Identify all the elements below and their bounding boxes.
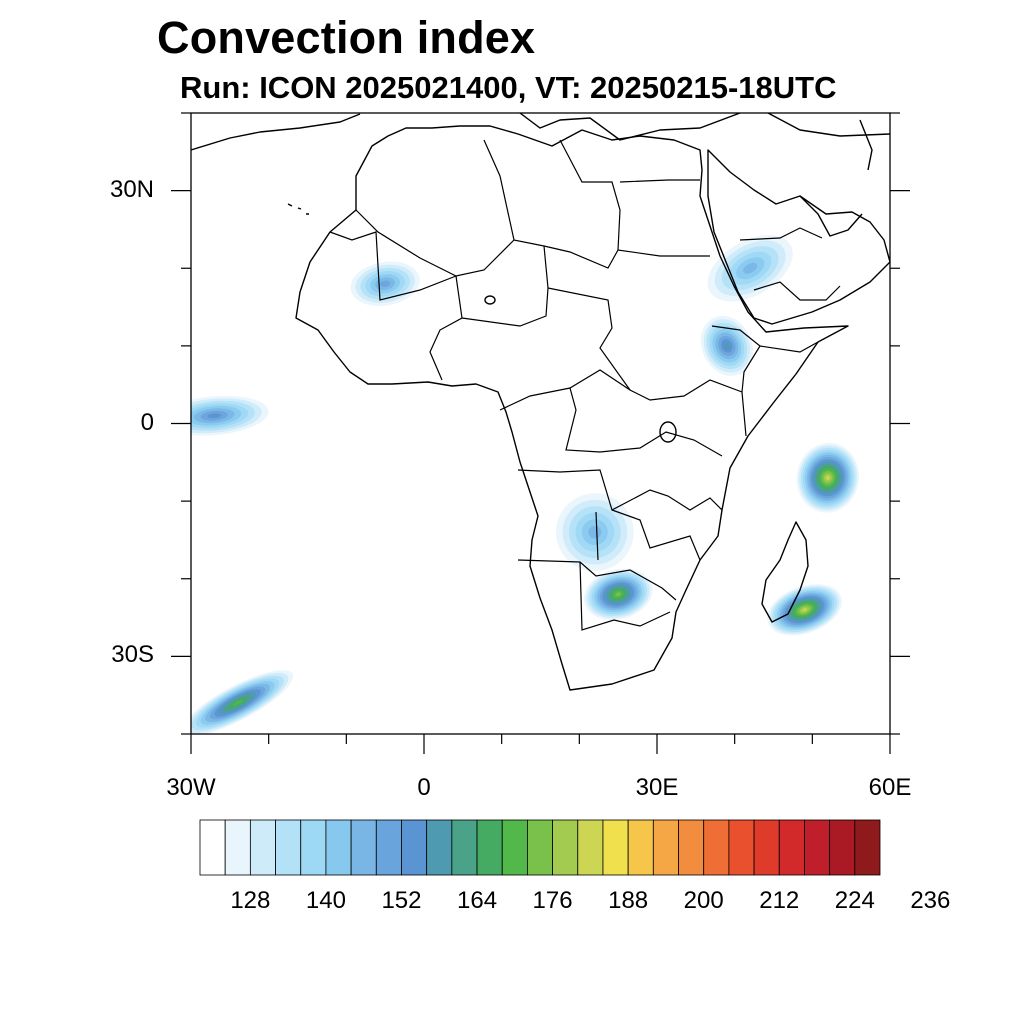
colorbar-swatch bbox=[577, 819, 604, 876]
chart-subtitle: Run: ICON 2025021400, VT: 20250215-18UTC bbox=[180, 70, 837, 105]
convection-cell bbox=[724, 342, 730, 350]
colorbar-swatch bbox=[703, 819, 730, 876]
convection-cell bbox=[232, 700, 243, 706]
colorbar-swatch bbox=[325, 819, 352, 876]
border-line bbox=[483, 139, 700, 251]
border-line bbox=[517, 559, 677, 631]
y-tick-label: 0 bbox=[140, 408, 154, 436]
convection-cell bbox=[802, 608, 808, 612]
lake-chad bbox=[484, 295, 496, 305]
colorbar-swatch bbox=[350, 819, 377, 876]
border-line bbox=[739, 227, 823, 241]
colorbar-swatch bbox=[652, 819, 679, 876]
colorbar-tick-label: 188 bbox=[608, 887, 649, 914]
colorbar-swatch bbox=[829, 819, 856, 876]
border-line bbox=[517, 469, 701, 561]
y-tick-label: 30S bbox=[111, 641, 154, 669]
madagascar-coastline bbox=[761, 521, 809, 623]
colorbar-swatch bbox=[552, 819, 579, 876]
convection-cell bbox=[743, 262, 758, 274]
colorbar-tick-label: 236 bbox=[910, 887, 951, 914]
convection-cell bbox=[588, 525, 602, 539]
colorbar-tick-label: 164 bbox=[457, 887, 498, 914]
border-line bbox=[355, 209, 710, 277]
canary-islands bbox=[287, 203, 309, 215]
colorbar-swatch bbox=[527, 819, 553, 876]
colorbar-swatch bbox=[401, 819, 428, 876]
country-borders bbox=[329, 139, 841, 631]
colorbar-tick-label: 200 bbox=[683, 887, 724, 914]
colorbar-swatch bbox=[275, 819, 302, 876]
colorbar-tick-label: 140 bbox=[305, 887, 346, 914]
axis-ticks bbox=[171, 112, 910, 754]
colorbar-swatch bbox=[249, 819, 276, 876]
border-line bbox=[499, 369, 723, 457]
plot-frame bbox=[190, 112, 891, 735]
arabia-coastline bbox=[707, 149, 890, 325]
colorbar-swatch bbox=[451, 819, 478, 876]
europe-coastline bbox=[191, 113, 890, 151]
border-line bbox=[753, 281, 841, 301]
colorbar-swatch bbox=[627, 819, 654, 876]
colorbar-swatch bbox=[224, 819, 251, 876]
convection-field bbox=[191, 235, 860, 734]
x-tick-label: 30E bbox=[635, 774, 679, 801]
border-line bbox=[329, 231, 457, 301]
x-tick-label: 30W bbox=[166, 774, 216, 801]
chart-title: Convection index bbox=[157, 12, 536, 63]
colorbar-swatch bbox=[300, 819, 327, 876]
x-tick-label: 60E bbox=[868, 774, 912, 801]
border-line bbox=[711, 325, 761, 437]
convection-cell bbox=[207, 413, 222, 419]
colorbar-tick-label: 152 bbox=[381, 887, 422, 914]
colorbar bbox=[199, 819, 881, 876]
convection-cell bbox=[825, 475, 830, 481]
colorbar-tick-label: 224 bbox=[834, 887, 875, 914]
convection-cell bbox=[380, 280, 391, 287]
colorbar-tick-label: 128 bbox=[230, 887, 271, 914]
colorbar-swatch bbox=[678, 819, 705, 876]
border-line bbox=[759, 341, 819, 353]
colorbar-swatch bbox=[199, 819, 226, 876]
convection-cell bbox=[615, 592, 621, 597]
colorbar-swatch bbox=[804, 819, 831, 876]
africa-coastline bbox=[295, 125, 849, 691]
x-tick-label: 0 bbox=[417, 774, 431, 801]
colorbar-swatch bbox=[501, 819, 528, 876]
colorbar-tick-label: 176 bbox=[532, 887, 573, 914]
colorbar-swatch bbox=[602, 819, 629, 876]
coastlines bbox=[191, 113, 890, 691]
colorbar-swatch bbox=[728, 819, 755, 876]
colorbar-tick-label: 212 bbox=[759, 887, 800, 914]
border-line bbox=[429, 245, 549, 381]
lake-victoria bbox=[659, 421, 677, 443]
gulf-coast bbox=[799, 195, 863, 237]
y-tick-label: 30N bbox=[109, 175, 154, 203]
caspian-hint bbox=[859, 119, 873, 171]
colorbar-swatch bbox=[476, 819, 503, 876]
colorbar-swatch bbox=[426, 819, 453, 876]
colorbar-swatch bbox=[854, 819, 881, 876]
colorbar-swatch bbox=[753, 819, 780, 876]
border-line bbox=[595, 489, 723, 561]
colorbar-swatch bbox=[375, 819, 402, 876]
colorbar-swatch bbox=[778, 819, 805, 876]
